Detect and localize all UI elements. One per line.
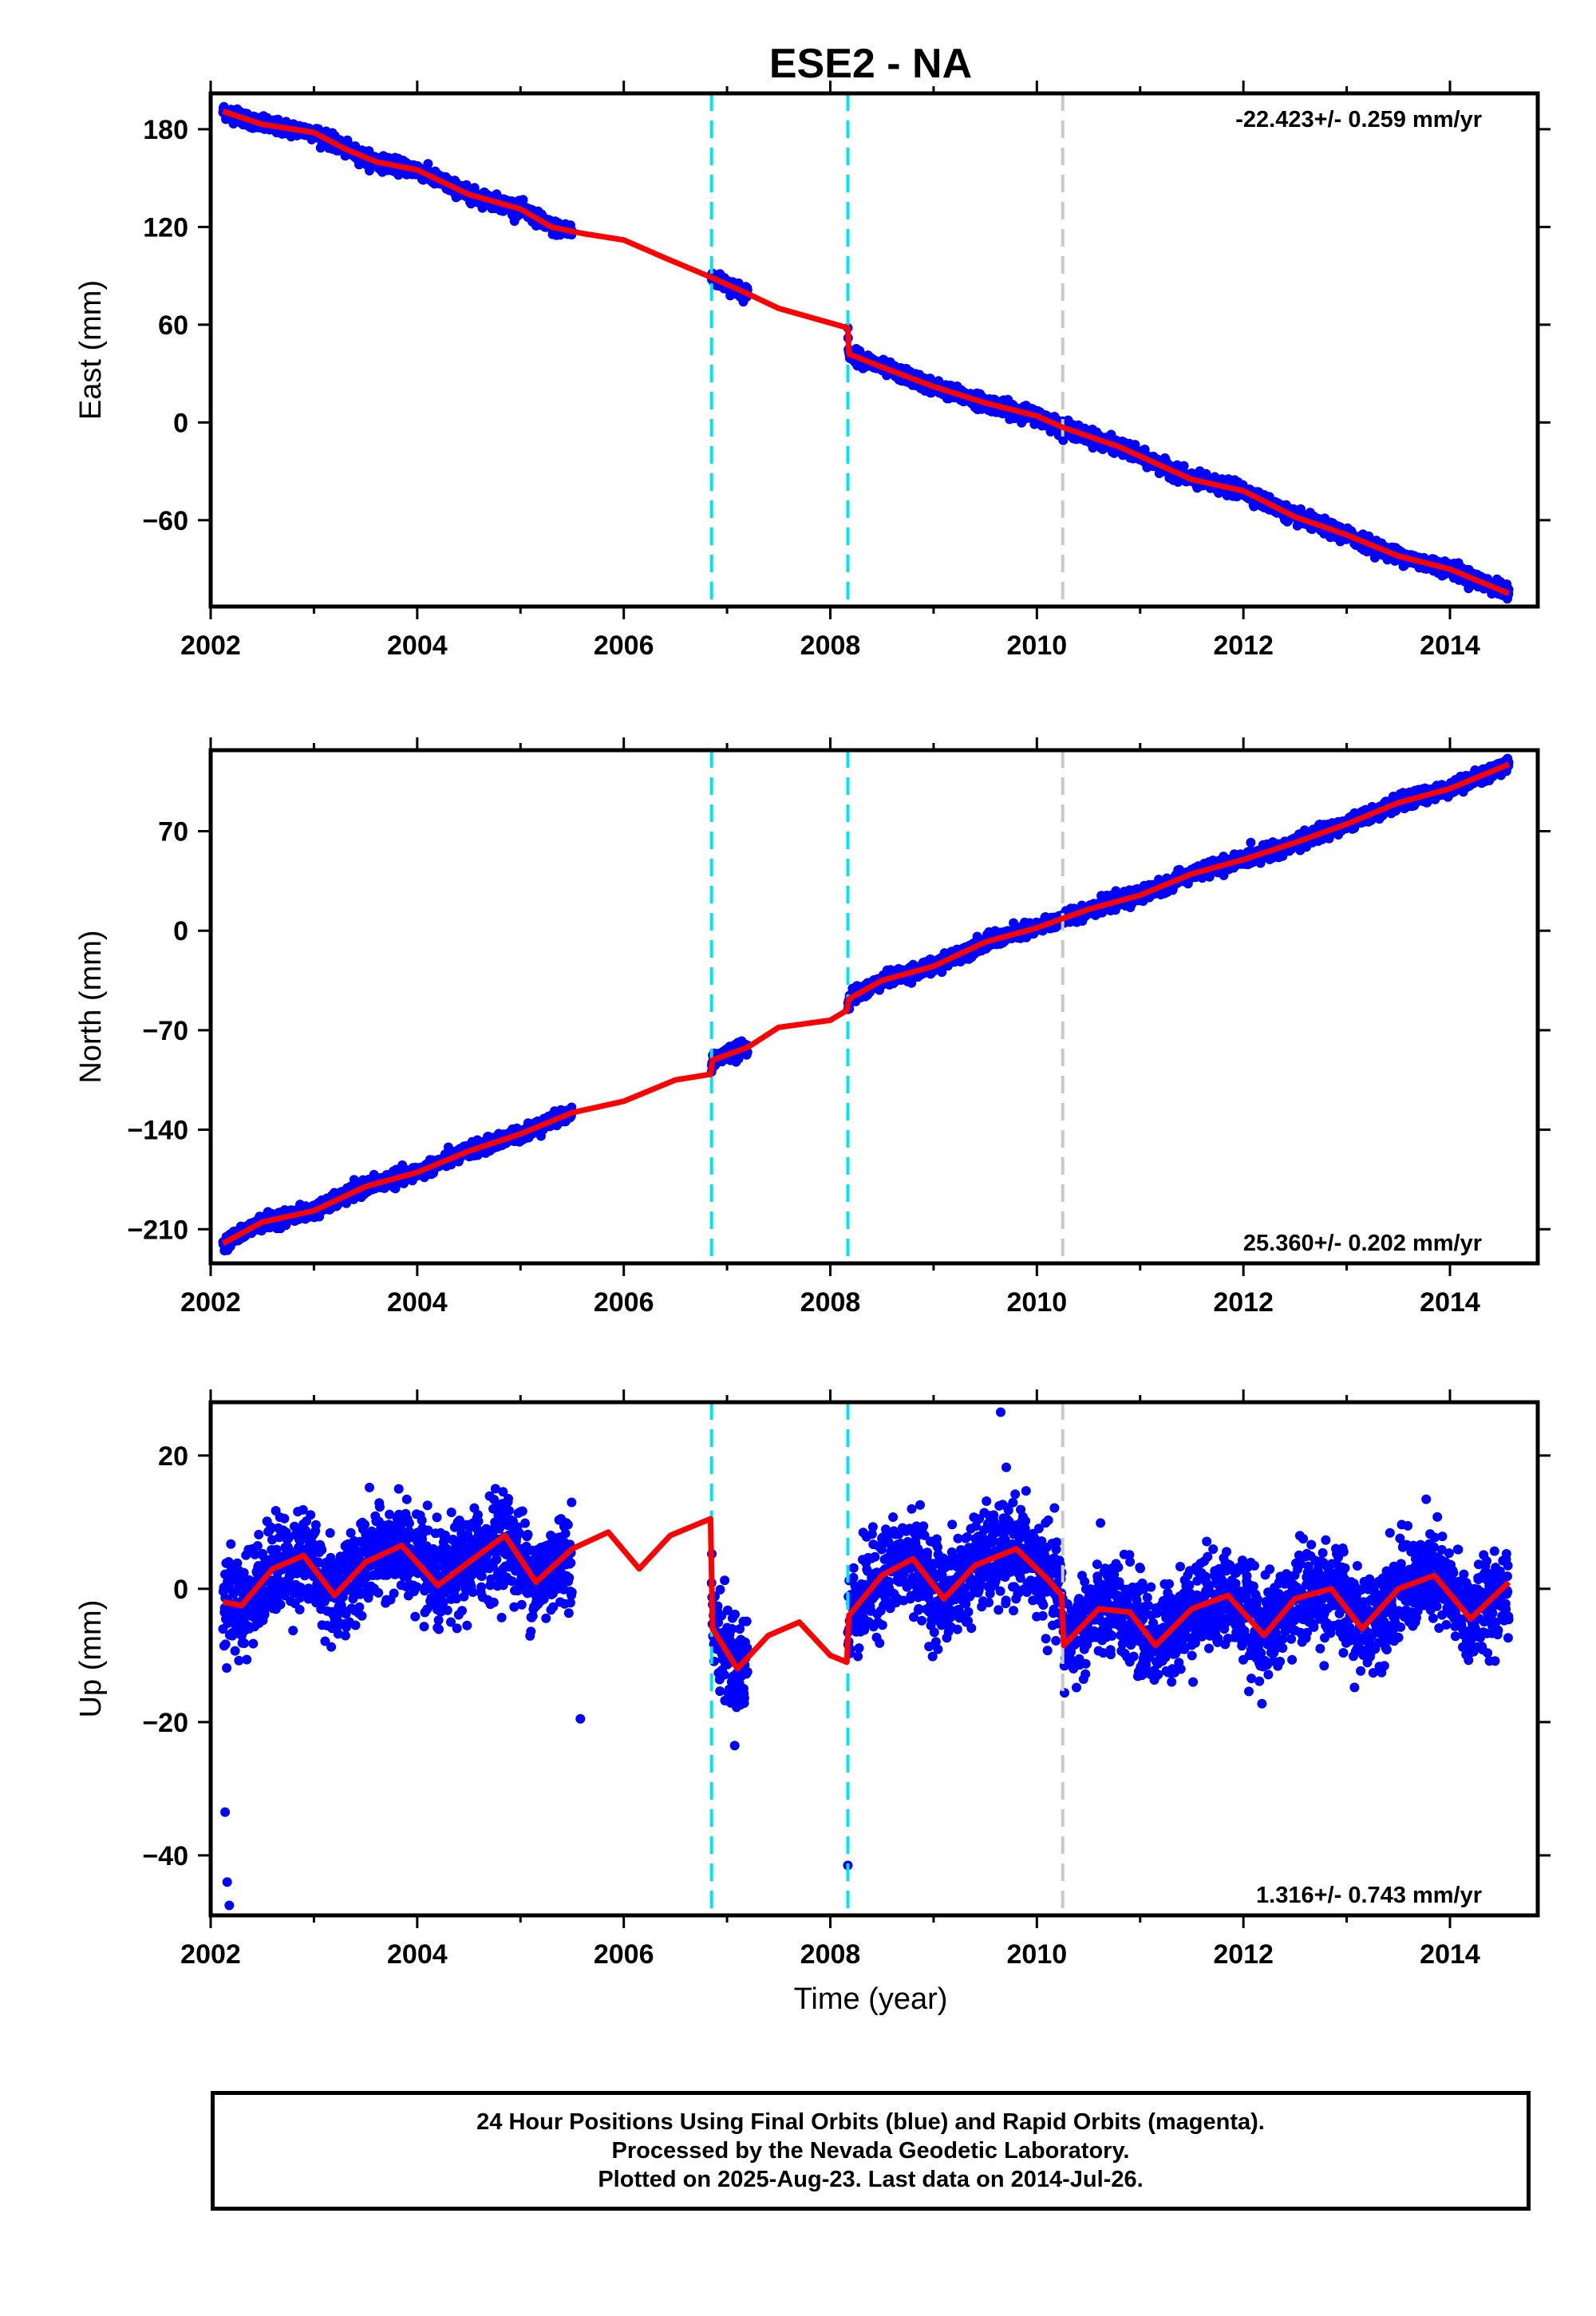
east-x-tick-label: 2004 <box>387 630 448 661</box>
north-plot-area <box>218 750 1514 1263</box>
east-panel: 180 120 60 0 −60 2002 2004 2006 2008 2010 2012 2014… <box>74 81 1551 661</box>
east-x-tick-label: 2014 <box>1420 630 1480 661</box>
east-y-tick-label: 0 <box>173 408 188 438</box>
east-y-tick-label: 180 <box>143 115 188 145</box>
east-point <box>423 159 433 169</box>
north-scatter <box>218 753 1514 1255</box>
east-point <box>1179 460 1189 471</box>
chart-title: ESE2 - NA <box>769 41 972 87</box>
east-x-tick-label: 2006 <box>594 630 654 661</box>
east-point <box>342 135 353 145</box>
east-plot-area <box>218 93 1514 607</box>
east-frame <box>208 91 1540 609</box>
east-y-tick-label: 60 <box>158 310 188 341</box>
east-y-tick-label: −60 <box>142 506 188 536</box>
east-point <box>518 195 528 205</box>
east-scatter <box>218 101 1514 604</box>
east-model-line <box>222 109 1511 596</box>
time-series-plot: ESE2 - NA 180 120 60 0 −60 2002 2004 2006 2008 20… <box>74 41 1551 2016</box>
east-y-tick-label: 120 <box>143 212 188 243</box>
east-x-tick-label: 2010 <box>1007 630 1068 661</box>
east-x-tick-label: 2012 <box>1213 630 1274 661</box>
east-x-tick-label: 2002 <box>180 630 241 661</box>
east-x-tick-label: 2008 <box>800 630 861 661</box>
east-y-axis-label: East (mm) <box>74 280 108 420</box>
east-rate-label: -22.423+/- 0.259 mm/yr <box>1235 107 1482 132</box>
